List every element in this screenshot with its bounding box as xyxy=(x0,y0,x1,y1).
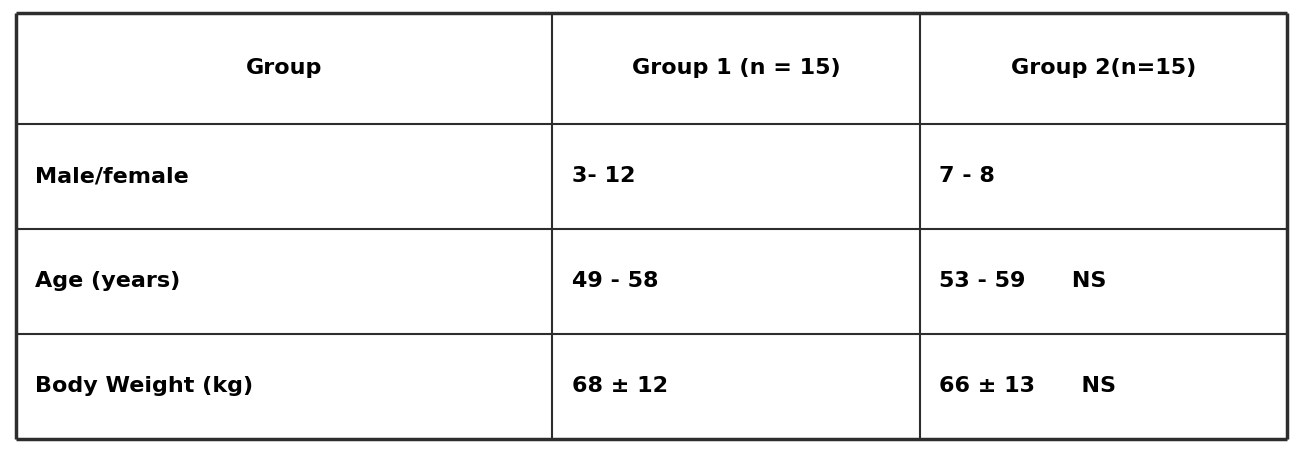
Text: Male/female: Male/female xyxy=(35,166,189,186)
Text: Group 1 (n = 15): Group 1 (n = 15) xyxy=(632,58,840,78)
Text: Group: Group xyxy=(246,58,322,78)
Text: 3- 12: 3- 12 xyxy=(572,166,636,186)
Text: 53 - 59      NS: 53 - 59 NS xyxy=(939,271,1106,291)
Text: Body Weight (kg): Body Weight (kg) xyxy=(35,376,253,396)
Text: 49 - 58: 49 - 58 xyxy=(572,271,658,291)
Text: 68 ± 12: 68 ± 12 xyxy=(572,376,668,396)
Text: 7 - 8: 7 - 8 xyxy=(939,166,995,186)
Text: Age (years): Age (years) xyxy=(35,271,180,291)
Text: 66 ± 13      NS: 66 ± 13 NS xyxy=(939,376,1117,396)
Text: Group 2(n=15): Group 2(n=15) xyxy=(1011,58,1196,78)
